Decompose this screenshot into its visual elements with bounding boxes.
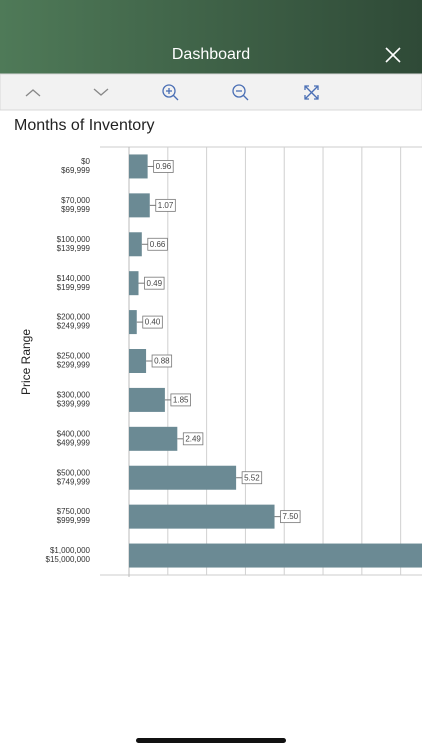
- y-tick-label: $199,999: [57, 283, 91, 292]
- bar: [129, 504, 275, 529]
- zoom-in-button[interactable]: [162, 84, 179, 101]
- y-tick-label: $499,999: [57, 438, 91, 447]
- label-box: [155, 198, 176, 212]
- y-tick-label: $249,999: [57, 322, 91, 331]
- label-box: [170, 393, 191, 407]
- fit-button[interactable]: [304, 85, 319, 100]
- bar: [129, 465, 237, 490]
- bar: [129, 271, 139, 296]
- y-tick-label: $140,000: [57, 274, 91, 283]
- y-axis-label: Price Range: [19, 329, 33, 395]
- y-tick-label: $99,999: [61, 205, 90, 214]
- value-label: 7.50: [283, 512, 299, 521]
- label-box: [142, 315, 163, 329]
- zoom-out-button[interactable]: [232, 84, 249, 101]
- up-button[interactable]: [25, 89, 41, 97]
- bar: [129, 543, 422, 568]
- bar: [129, 232, 142, 257]
- y-tick-label: $0: [81, 157, 90, 166]
- value-label: 2.49: [185, 434, 201, 443]
- y-tick-label: $70,000: [61, 196, 90, 205]
- y-tick-label: $300,000: [57, 391, 91, 400]
- label-box: [147, 237, 168, 251]
- bar: [129, 193, 150, 218]
- y-tick-label: $69,999: [61, 166, 90, 175]
- value-label: 5.52: [244, 473, 260, 482]
- y-tick-label: $399,999: [57, 400, 91, 409]
- y-tick-label: $999,999: [57, 516, 91, 525]
- y-tick-label: $250,000: [57, 352, 91, 361]
- header-title: Dashboard: [172, 46, 250, 63]
- header-bar: [0, 0, 422, 74]
- y-tick-label: $500,000: [57, 468, 91, 477]
- bar: [129, 426, 178, 451]
- toolbar: [0, 73, 422, 111]
- bar: [129, 349, 147, 373]
- close-button[interactable]: [385, 47, 401, 63]
- value-label: 1.07: [158, 201, 174, 210]
- y-tick-label: $15,000,000: [46, 555, 91, 564]
- bar: [129, 310, 137, 335]
- value-label: 0.96: [156, 162, 172, 171]
- y-tick-label: $100,000: [57, 235, 91, 244]
- y-tick-label: $750,000: [57, 507, 91, 516]
- y-tick-label: $299,999: [57, 361, 91, 370]
- y-tick-label: $200,000: [57, 313, 91, 322]
- home-indicator: [136, 738, 286, 743]
- bar: [129, 387, 165, 412]
- label-box: [280, 510, 301, 524]
- label-box: [182, 432, 204, 446]
- value-label: 1.85: [173, 396, 189, 405]
- bar: [129, 154, 148, 179]
- value-label: 0.40: [145, 318, 161, 327]
- label-box: [153, 160, 174, 173]
- label-box: [241, 471, 263, 485]
- label-box: [144, 276, 165, 290]
- y-tick-label: $1,000,000: [50, 546, 91, 555]
- value-label: 0.49: [147, 279, 163, 288]
- y-tick-label: $749,999: [57, 477, 91, 486]
- value-label: 0.66: [150, 240, 166, 249]
- down-button[interactable]: [93, 88, 109, 96]
- label-box: [151, 354, 173, 368]
- chart-title: Months of Inventory: [14, 117, 155, 134]
- y-tick-label: $139,999: [57, 244, 91, 253]
- y-tick-label: $400,000: [57, 429, 91, 438]
- value-label: 0.88: [154, 357, 170, 366]
